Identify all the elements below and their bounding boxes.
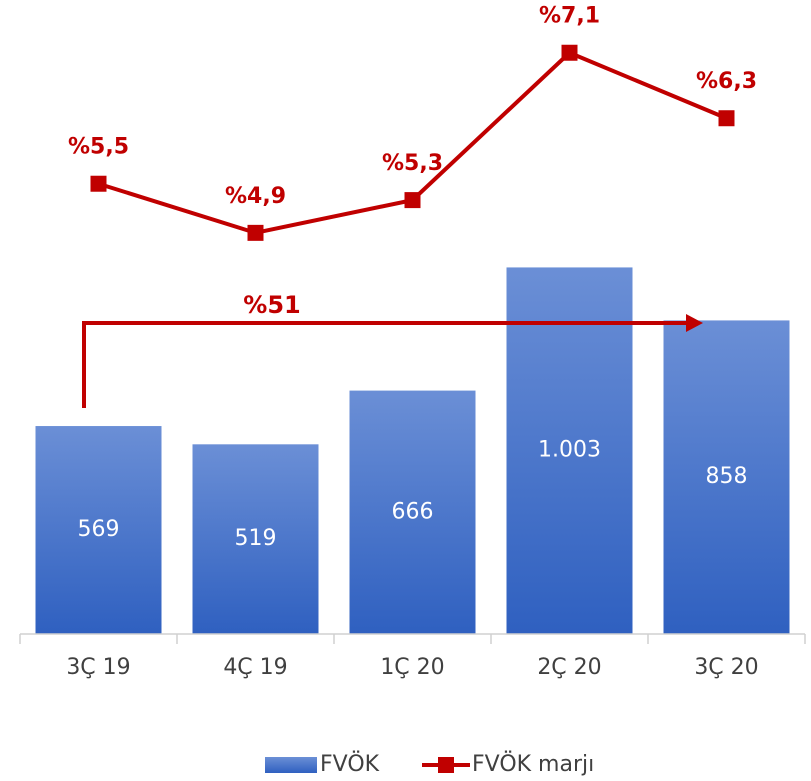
x-tick-label: 3Ç 20 bbox=[694, 655, 758, 680]
bar bbox=[35, 426, 162, 634]
x-tick-label: 1Ç 20 bbox=[380, 655, 444, 680]
bar bbox=[349, 390, 476, 634]
legend-label: FVÖK bbox=[320, 751, 380, 777]
growth-arrow bbox=[82, 314, 703, 408]
legend-item: FVÖK bbox=[265, 751, 380, 777]
annotation: %51 bbox=[243, 291, 300, 319]
line-value-label: %6,3 bbox=[696, 69, 757, 94]
line-value-label: %5,5 bbox=[68, 135, 129, 160]
bar-value-label: 519 bbox=[235, 526, 277, 551]
x-tick-label: 2Ç 20 bbox=[537, 655, 601, 680]
legend-swatch bbox=[438, 757, 454, 773]
line-marker bbox=[90, 175, 107, 192]
bar-value-label: 666 bbox=[392, 499, 434, 524]
bar-value-label: 569 bbox=[78, 517, 120, 542]
bar bbox=[192, 444, 319, 634]
bar bbox=[506, 267, 633, 634]
bar-value-label: 858 bbox=[706, 464, 748, 489]
line-marker bbox=[561, 44, 578, 61]
line-value-label: %5,3 bbox=[382, 151, 443, 176]
bar bbox=[663, 320, 790, 634]
legend-item: FVÖK marjı bbox=[422, 751, 594, 777]
line-marker bbox=[247, 224, 264, 241]
x-tick-label: 3Ç 19 bbox=[66, 655, 130, 680]
line-marker bbox=[404, 192, 421, 209]
legend-swatch bbox=[265, 757, 317, 773]
x-tick-label: 4Ç 19 bbox=[223, 655, 287, 680]
legend-label: FVÖK marjı bbox=[472, 751, 594, 777]
line-value-label: %7,1 bbox=[539, 4, 600, 29]
line-value-label: %4,9 bbox=[225, 184, 286, 209]
line-marker bbox=[718, 110, 735, 127]
bar-value-label: 1.003 bbox=[538, 438, 601, 463]
